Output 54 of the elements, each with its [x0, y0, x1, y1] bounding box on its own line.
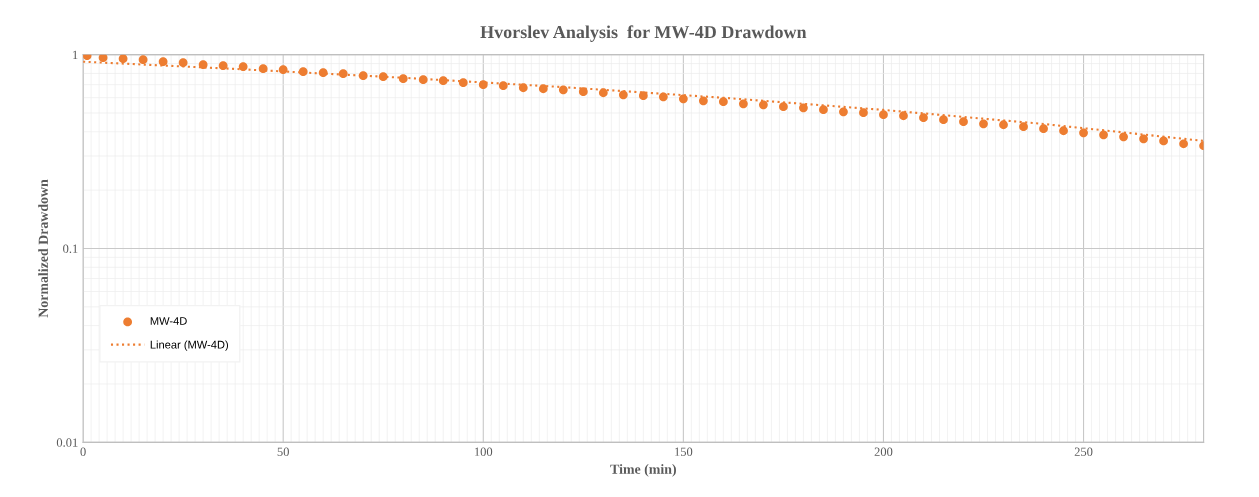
point	[158, 57, 168, 67]
point	[919, 113, 928, 123]
point	[118, 54, 128, 64]
chart-title: Hvorslev Analysis for MW-4D Drawdown	[480, 25, 807, 42]
point	[1159, 136, 1168, 146]
point	[819, 105, 828, 115]
point	[398, 74, 408, 84]
x-tick-label: 200	[874, 447, 893, 456]
point	[879, 110, 888, 120]
point	[1019, 122, 1028, 132]
point	[759, 100, 768, 110]
point	[638, 91, 648, 101]
point	[138, 55, 148, 65]
x-tick-label: 50	[277, 447, 289, 456]
point	[558, 85, 568, 95]
point	[939, 115, 948, 125]
point	[799, 103, 808, 113]
point	[739, 99, 748, 109]
x-tick-label: 100	[475, 447, 493, 456]
x-tick-label: 250	[1074, 447, 1093, 456]
legend-label: Linear (MW-4D)	[150, 340, 228, 351]
point	[1079, 128, 1088, 138]
point	[1099, 130, 1108, 140]
y-axis-title: Normalized Drawdown	[38, 179, 48, 318]
point	[779, 102, 788, 112]
point	[698, 96, 708, 106]
point	[498, 81, 508, 91]
point	[578, 87, 588, 97]
x-tick-label: 0	[80, 447, 86, 456]
point	[959, 117, 968, 127]
point	[98, 54, 108, 63]
point	[338, 69, 348, 79]
point	[1059, 126, 1068, 136]
point	[658, 92, 668, 102]
x-tick-label: 150	[675, 447, 693, 456]
point	[1179, 139, 1188, 149]
y-tick-label: 1	[73, 50, 78, 60]
point	[1139, 134, 1148, 144]
point	[839, 107, 848, 117]
x-axis-title: Time (min)	[610, 464, 676, 477]
legend-label: MW-4D	[150, 317, 187, 325]
point	[979, 119, 988, 129]
point	[598, 88, 608, 98]
y-tick-label: 0.1	[63, 244, 78, 254]
y-tick-label: 0.01	[56, 438, 78, 447]
point	[999, 120, 1008, 130]
point	[859, 108, 868, 118]
point	[678, 94, 688, 104]
point	[618, 90, 628, 100]
point	[899, 111, 908, 121]
point	[718, 97, 728, 107]
point	[1119, 132, 1128, 142]
point	[218, 61, 228, 71]
point	[1039, 124, 1048, 134]
